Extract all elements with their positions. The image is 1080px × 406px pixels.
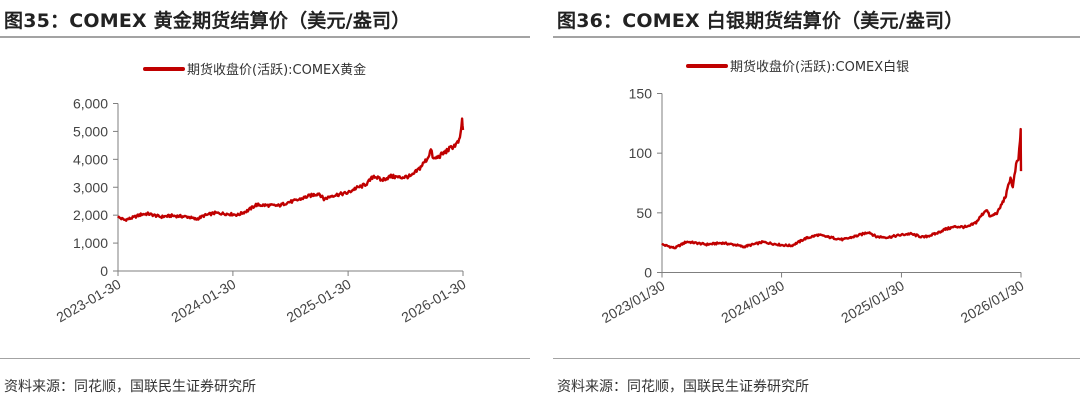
y-tick-label: 5,000 (73, 123, 108, 139)
legend-label: 期货收盘价(活跃):COMEX白银 (730, 59, 909, 75)
series-line (117, 117, 465, 222)
x-tick-label: 2024/01/30 (718, 277, 787, 326)
x-tick-label: 2024-01-30 (168, 276, 238, 326)
y-tick-label: 6,000 (73, 96, 108, 112)
chart-panel-gold: 图35：COMEX 黄金期货结算价（美元/盎司） 0 1,000 2,000 3,00… (0, 0, 530, 406)
legend-label: 期货收盘价(活跃):COMEX黄金 (187, 62, 366, 78)
silver-chart-svg: 0 50 100 150 2023/01/30 2024/01/30 2025/01/30 2… (599, 59, 1027, 326)
y-tick-label: 4,000 (73, 151, 108, 167)
y-tick-label: 150 (629, 86, 653, 102)
chart-panel-silver: 图36：COMEX 白银期货结算价（美元/盎司） 0 50 100 150 2023/0… (553, 0, 1080, 406)
bottom-rule (553, 358, 1080, 359)
y-tick-label: 3,000 (73, 179, 108, 195)
x-tick-label: 2026-01-30 (398, 276, 468, 326)
chart-title: 图36：COMEX 白银期货结算价（美元/盎司） (557, 10, 964, 32)
title-rule (553, 36, 1080, 38)
x-tick-label: 2025/01/30 (838, 277, 907, 326)
title-rule (0, 36, 530, 38)
y-tick-label: 0 (644, 265, 652, 281)
x-tick-label: 2023-01-30 (53, 276, 123, 326)
x-tick-label: 2025-01-30 (284, 276, 354, 326)
source-note: 资料来源：同花顺，国联民生证券研究所 (4, 379, 256, 395)
bottom-rule (0, 358, 530, 359)
chart-title: 图35：COMEX 黄金期货结算价（美元/盎司） (4, 10, 411, 32)
source-note: 资料来源：同花顺，国联民生证券研究所 (557, 379, 809, 395)
y-tick-label: 0 (100, 263, 108, 279)
y-tick-label: 1,000 (73, 235, 108, 251)
y-tick-label: 100 (629, 145, 653, 161)
x-tick-label: 2026/01/30 (958, 277, 1027, 326)
y-tick-label: 50 (636, 205, 652, 221)
y-tick-label: 2,000 (73, 207, 108, 223)
series-line (661, 127, 1023, 250)
x-tick-label: 2023/01/30 (599, 277, 668, 326)
gold-chart-svg: 0 1,000 2,000 3,000 4,000 5,000 6,000 2023-01-3… (53, 62, 468, 326)
